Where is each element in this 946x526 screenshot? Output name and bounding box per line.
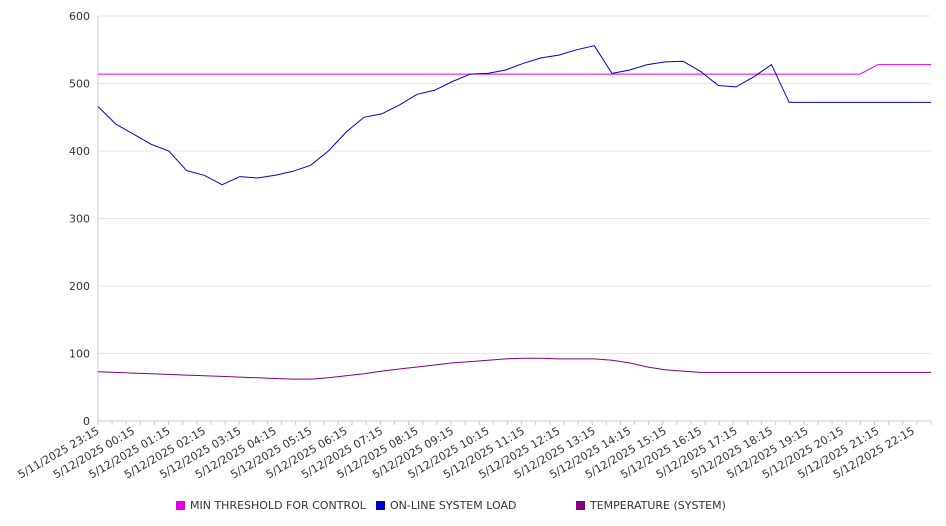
series-line-0	[98, 64, 931, 75]
series-line-2	[97, 357, 931, 380]
legend-label-1: ON-LINE SYSTEM LOAD	[390, 499, 516, 512]
legend-swatch-2	[576, 501, 585, 510]
axes	[97, 16, 932, 425]
y-tick-label: 300	[69, 213, 90, 226]
y-tick-label: 200	[69, 280, 90, 293]
series-lines	[97, 45, 931, 380]
series-line-1	[97, 45, 931, 186]
grid-lines	[98, 15, 931, 354]
x-tick-labels: 5/11/2025 23:155/12/2025 00:155/12/2025 …	[16, 424, 917, 481]
y-tick-label: 600	[69, 10, 90, 23]
y-tick-label: 500	[69, 78, 90, 91]
y-tick-labels: 0 100 200 300 400 500 600	[69, 10, 90, 428]
legend-swatch-0	[176, 501, 185, 510]
y-tick-label: 100	[69, 348, 90, 361]
y-tick-label: 0	[83, 415, 90, 428]
legend-label-2: TEMPERATURE (SYSTEM)	[589, 499, 726, 512]
legend: MIN THRESHOLD FOR CONTROL ON-LINE SYSTEM …	[176, 499, 726, 512]
y-tick-label: 400	[69, 145, 90, 158]
legend-swatch-1	[376, 501, 385, 510]
legend-label-0: MIN THRESHOLD FOR CONTROL	[190, 499, 367, 512]
